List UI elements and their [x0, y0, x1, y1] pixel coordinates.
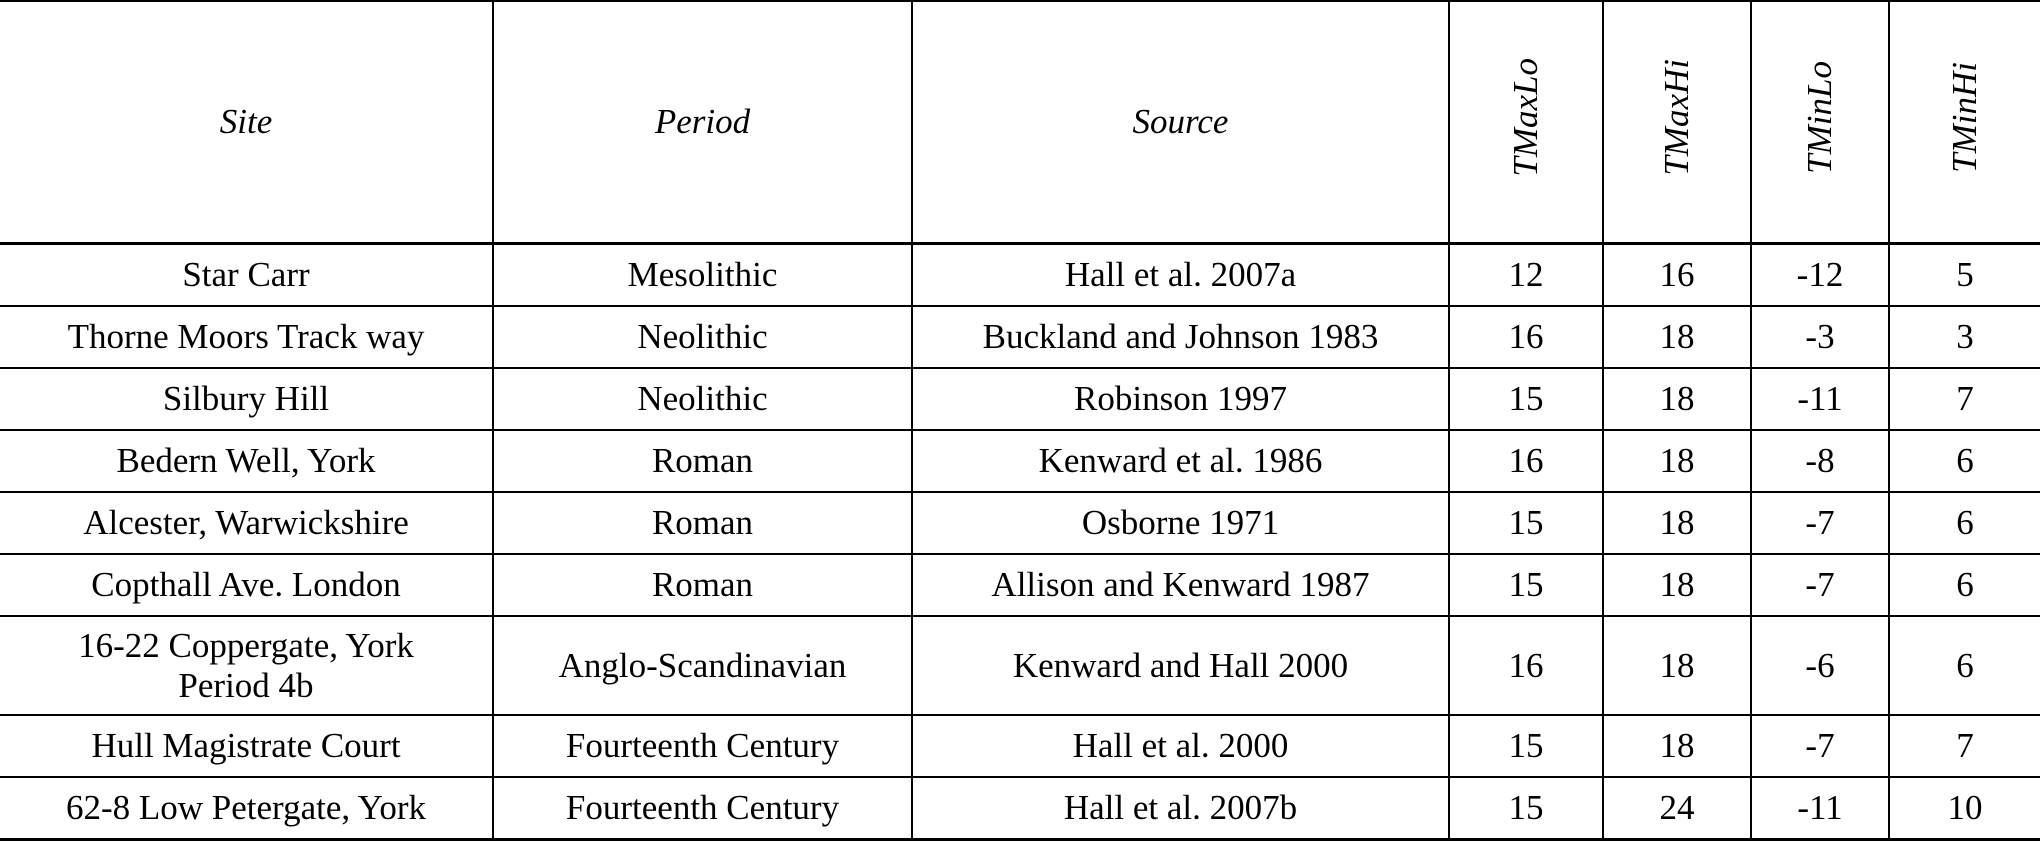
cell-period: Fourteenth Century — [492, 776, 912, 841]
header-source: Source — [911, 0, 1449, 245]
cell-tmaxlo: 15 — [1448, 714, 1603, 777]
cell-period: Roman — [492, 491, 912, 554]
header-tmaxhi-label: TMaxHi — [1657, 59, 1696, 176]
cell-site: Thorne Moors Track way — [0, 305, 493, 368]
cell-tminlo: -7 — [1750, 491, 1889, 554]
cell-tmaxlo: 16 — [1448, 305, 1603, 368]
cell-site: Alcester, Warwickshire — [0, 491, 493, 554]
cell-tmaxlo: 15 — [1448, 491, 1603, 554]
cell-tmaxhi: 16 — [1602, 242, 1751, 306]
cell-tmaxlo: 16 — [1448, 429, 1603, 492]
table-row: Copthall Ave. London Roman Allison and Ken… — [0, 553, 2040, 616]
cell-source: Buckland and Johnson 1983 — [911, 305, 1449, 368]
cell-tmaxhi: 18 — [1602, 367, 1751, 430]
table-row: Bedern Well, York Roman Kenward et al. 198… — [0, 429, 2040, 492]
cell-period: Fourteenth Century — [492, 714, 912, 777]
cell-site: Copthall Ave. London — [0, 553, 493, 616]
cell-tmaxhi: 18 — [1602, 553, 1751, 616]
header-site: Site — [0, 0, 493, 245]
cell-source: Osborne 1971 — [911, 491, 1449, 554]
cell-tminhi: 6 — [1888, 491, 2040, 554]
cell-source: Kenward et al. 1986 — [911, 429, 1449, 492]
table-row: Silbury Hill Neolithic Robinson 1997 15 18 -1… — [0, 367, 2040, 430]
cell-site: 62-8 Low Petergate, York — [0, 776, 493, 841]
cell-tminlo: -11 — [1750, 367, 1889, 430]
cell-tmaxhi: 18 — [1602, 429, 1751, 492]
cell-tmaxhi: 18 — [1602, 305, 1751, 368]
cell-tminhi: 7 — [1888, 714, 2040, 777]
cell-tminhi: 10 — [1888, 776, 2040, 841]
cell-tminlo: -8 — [1750, 429, 1889, 492]
cell-period: Neolithic — [492, 305, 912, 368]
cell-tminhi: 7 — [1888, 367, 2040, 430]
cell-tminlo: -11 — [1750, 776, 1889, 841]
cell-tminhi: 6 — [1888, 553, 2040, 616]
cell-source: Hall et al. 2000 — [911, 714, 1449, 777]
cell-source: Hall et al. 2007a — [911, 242, 1449, 306]
cell-source: Robinson 1997 — [911, 367, 1449, 430]
cell-tminlo: -6 — [1750, 615, 1889, 715]
table-row: 62-8 Low Petergate, York Fourteenth Centu… — [0, 776, 2040, 841]
cell-tmaxlo: 15 — [1448, 776, 1603, 841]
cell-tminlo: -12 — [1750, 242, 1889, 306]
cell-period: Mesolithic — [492, 242, 912, 306]
header-tminhi-label: TMinHi — [1945, 62, 1984, 173]
cell-site: 16-22 Coppergate, York Period 4b — [0, 615, 493, 715]
cell-tminhi: 6 — [1888, 615, 2040, 715]
cell-site: Silbury Hill — [0, 367, 493, 430]
cell-site: Hull Magistrate Court — [0, 714, 493, 777]
table-row: 16-22 Coppergate, York Period 4b Anglo-Sc… — [0, 615, 2040, 715]
cell-tmaxlo: 12 — [1448, 242, 1603, 306]
cell-period: Roman — [492, 553, 912, 616]
table-row: Thorne Moors Track way Neolithic Buckland … — [0, 305, 2040, 368]
header-tminhi: TMinHi — [1888, 0, 2040, 245]
cell-period: Neolithic — [492, 367, 912, 430]
cell-tminlo: -7 — [1750, 553, 1889, 616]
header-tmaxhi: TMaxHi — [1602, 0, 1751, 245]
header-row: Site Period Source TMaxLo TMaxHi TMinLo … — [0, 0, 2040, 245]
cell-tminlo: -3 — [1750, 305, 1889, 368]
cell-source: Hall et al. 2007b — [911, 776, 1449, 841]
header-tminlo-label: TMinLo — [1800, 61, 1839, 174]
cell-source: Allison and Kenward 1987 — [911, 553, 1449, 616]
cell-tminhi: 6 — [1888, 429, 2040, 492]
cell-site: Bedern Well, York — [0, 429, 493, 492]
cell-period: Anglo-Scandinavian — [492, 615, 912, 715]
header-tmaxlo-label: TMaxLo — [1506, 58, 1545, 177]
cell-tmaxlo: 15 — [1448, 553, 1603, 616]
cell-tmaxlo: 15 — [1448, 367, 1603, 430]
table-row: Star Carr Mesolithic Hall et al. 2007a 12 16… — [0, 242, 2040, 306]
cell-tmaxhi: 18 — [1602, 491, 1751, 554]
cell-tminhi: 3 — [1888, 305, 2040, 368]
cell-tminlo: -7 — [1750, 714, 1889, 777]
cell-period: Roman — [492, 429, 912, 492]
header-tminlo: TMinLo — [1750, 0, 1889, 245]
header-period: Period — [492, 0, 912, 245]
table-row: Alcester, Warwickshire Roman Osborne 1971 1… — [0, 491, 2040, 554]
cell-tminhi: 5 — [1888, 242, 2040, 306]
cell-tmaxhi: 18 — [1602, 615, 1751, 715]
cell-source: Kenward and Hall 2000 — [911, 615, 1449, 715]
cell-site: Star Carr — [0, 242, 493, 306]
cell-tmaxhi: 18 — [1602, 714, 1751, 777]
header-tmaxlo: TMaxLo — [1448, 0, 1603, 245]
cell-tmaxlo: 16 — [1448, 615, 1603, 715]
table-row: Hull Magistrate Court Fourteenth Century H… — [0, 714, 2040, 777]
cell-tmaxhi: 24 — [1602, 776, 1751, 841]
